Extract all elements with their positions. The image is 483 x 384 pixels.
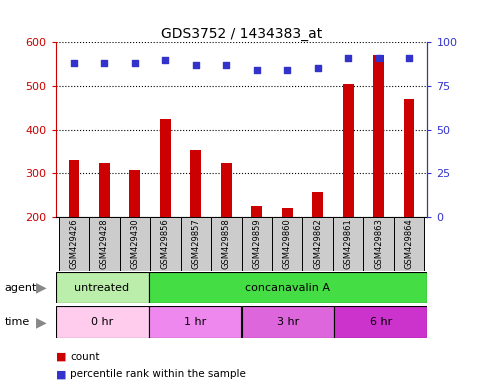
Bar [272, 217, 302, 271]
Bar [242, 306, 334, 338]
Point [70, 60, 78, 66]
Text: ▶: ▶ [36, 315, 46, 329]
Bar [394, 217, 425, 271]
Bar [211, 217, 242, 271]
Point [100, 60, 108, 66]
Text: GSM429858: GSM429858 [222, 218, 231, 269]
Bar [313, 192, 323, 217]
Text: ▶: ▶ [36, 281, 46, 295]
Point [161, 56, 169, 63]
Bar [373, 55, 384, 217]
Bar [343, 84, 354, 217]
Bar [363, 217, 394, 271]
Text: 0 hr: 0 hr [91, 317, 113, 327]
Bar [149, 272, 427, 303]
Text: GSM429859: GSM429859 [252, 218, 261, 269]
Point [284, 67, 291, 73]
Point [222, 62, 230, 68]
Text: 6 hr: 6 hr [370, 317, 392, 327]
Bar [334, 306, 427, 338]
Text: 1 hr: 1 hr [184, 317, 206, 327]
Text: GSM429860: GSM429860 [283, 218, 292, 269]
Text: GSM429863: GSM429863 [374, 218, 383, 269]
Text: GSM429428: GSM429428 [100, 218, 109, 269]
Text: untreated: untreated [74, 283, 129, 293]
Text: percentile rank within the sample: percentile rank within the sample [70, 369, 246, 379]
Bar [221, 163, 231, 217]
Bar [99, 163, 110, 217]
Text: GSM429430: GSM429430 [130, 218, 139, 269]
Bar [150, 217, 181, 271]
Bar [149, 306, 242, 338]
Bar [333, 217, 363, 271]
Bar [302, 217, 333, 271]
Text: GSM429857: GSM429857 [191, 218, 200, 269]
Point [405, 55, 413, 61]
Bar [89, 217, 120, 271]
Point [253, 67, 261, 73]
Title: GDS3752 / 1434383_at: GDS3752 / 1434383_at [161, 27, 322, 41]
Text: time: time [5, 317, 30, 327]
Text: GSM429862: GSM429862 [313, 218, 322, 269]
Bar [252, 206, 262, 217]
Bar [56, 306, 149, 338]
Text: GSM429864: GSM429864 [405, 218, 413, 269]
Bar [242, 217, 272, 271]
Point [314, 65, 322, 71]
Bar [181, 217, 211, 271]
Text: agent: agent [5, 283, 37, 293]
Text: GSM429861: GSM429861 [344, 218, 353, 269]
Bar [120, 217, 150, 271]
Text: GSM429426: GSM429426 [70, 218, 78, 269]
Point [131, 60, 139, 66]
Bar [160, 119, 170, 217]
Bar [282, 208, 293, 217]
Bar [190, 150, 201, 217]
Text: ■: ■ [56, 369, 66, 379]
Text: GSM429856: GSM429856 [161, 218, 170, 269]
Text: concanavalin A: concanavalin A [245, 283, 330, 293]
Text: 3 hr: 3 hr [277, 317, 299, 327]
Bar [129, 170, 140, 217]
Point [375, 55, 383, 61]
Bar [56, 272, 149, 303]
Bar [69, 160, 79, 217]
Point [344, 55, 352, 61]
Bar [404, 99, 414, 217]
Point [192, 62, 199, 68]
Text: count: count [70, 352, 99, 362]
Bar [58, 217, 89, 271]
Text: ■: ■ [56, 352, 66, 362]
